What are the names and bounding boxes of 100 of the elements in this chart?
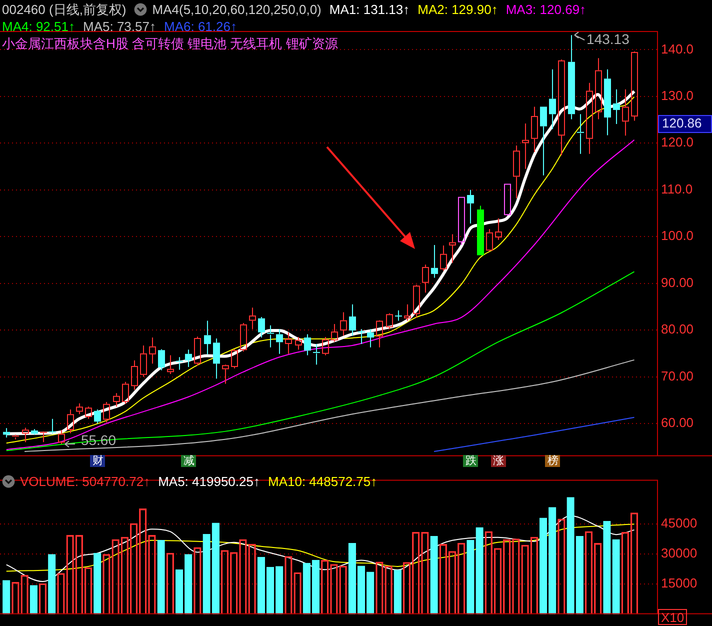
candlestick — [258, 316, 265, 338]
candlestick — [467, 189, 474, 224]
line-series — [24, 359, 635, 452]
bar — [48, 554, 56, 614]
candlestick — [122, 381, 129, 404]
bar — [603, 520, 611, 614]
bar — [2, 580, 10, 614]
candlestick — [204, 320, 211, 355]
candlestick — [213, 338, 220, 380]
line-series — [6, 271, 635, 452]
bar — [30, 585, 38, 614]
candlestick — [85, 406, 92, 420]
candlestick — [94, 408, 101, 424]
candlestick — [140, 344, 147, 378]
bar — [394, 570, 402, 614]
candlestick — [495, 218, 502, 240]
bar — [276, 566, 284, 614]
bar — [576, 536, 584, 614]
bar — [466, 540, 474, 614]
y-tick-label: 60.00 — [661, 415, 694, 430]
candlestick — [622, 88, 629, 136]
candlestick — [613, 88, 620, 124]
candlestick — [304, 334, 311, 356]
candlestick — [586, 82, 593, 154]
candlestick — [349, 304, 356, 336]
candlestick — [194, 336, 201, 366]
bar — [94, 552, 102, 614]
candlestick — [103, 402, 110, 424]
candlestick — [458, 196, 465, 246]
candlestick — [322, 336, 329, 356]
annotation: 涨 — [490, 455, 506, 467]
bar — [566, 497, 574, 614]
candlestick — [568, 34, 575, 120]
candlestick — [185, 349, 192, 368]
candlestick — [113, 392, 120, 408]
candlestick — [358, 328, 366, 345]
bar — [348, 543, 356, 614]
candlestick — [40, 430, 48, 443]
y-tick-label: 45000 — [661, 516, 698, 531]
bar — [184, 554, 192, 614]
bar — [175, 569, 184, 614]
bar — [202, 534, 210, 614]
candlestick — [604, 68, 611, 136]
y-tick-label: 140.0 — [661, 41, 694, 56]
candlestick — [131, 360, 138, 390]
candlestick — [295, 336, 302, 350]
y-tick-label: 80.00 — [661, 322, 694, 337]
candlestick — [240, 322, 247, 352]
y-tick-label: 100.0 — [661, 228, 694, 244]
y-tick-label: 110.0 — [661, 181, 693, 196]
candlestick — [3, 428, 10, 438]
candlestick — [276, 328, 283, 354]
y-tick-label: 15000 — [661, 576, 698, 591]
candlestick — [331, 323, 338, 342]
candlestick — [76, 402, 83, 415]
annotation: 榜 — [545, 455, 560, 467]
bar — [539, 518, 548, 614]
candlestick — [477, 205, 484, 256]
bar — [430, 536, 438, 614]
candlestick — [158, 348, 165, 371]
candlestick — [249, 307, 256, 330]
bar — [366, 572, 374, 614]
bar — [357, 566, 366, 614]
candlestick — [149, 337, 156, 364]
candlestick — [48, 418, 56, 434]
candlestick — [540, 106, 547, 176]
text: MA2: 129.90↑ — [418, 2, 498, 17]
annotation: 跌 — [463, 455, 478, 467]
chart-subtitle: MA4(5,10,20,60,120,250,0,0) — [152, 2, 322, 17]
bar — [612, 539, 620, 614]
candlestick — [558, 59, 565, 156]
bar — [212, 522, 220, 614]
candlestick — [513, 144, 520, 199]
candlestick — [176, 356, 184, 370]
annotation: 财 — [90, 455, 106, 467]
candlestick — [504, 184, 511, 217]
candlestick — [167, 354, 174, 374]
chart-title: 002460 (日线,前复权) — [2, 2, 126, 17]
candlestick — [549, 68, 556, 130]
candlestick — [376, 320, 383, 348]
text: MA3: 120.69↑ — [506, 2, 586, 17]
text: MA4: 92.51↑ — [2, 19, 75, 34]
bar — [257, 556, 265, 614]
candlestick — [576, 114, 584, 154]
text: 120.86 — [662, 116, 702, 131]
candlestick — [422, 264, 429, 294]
candlestick — [22, 427, 29, 443]
candlestick — [340, 312, 347, 336]
candlestick — [431, 244, 438, 278]
candlestick — [595, 58, 602, 120]
bar — [266, 566, 274, 614]
candlestick — [312, 344, 320, 366]
candlestick — [449, 234, 456, 264]
y-tick-label: 130.0 — [661, 88, 694, 103]
candlestick — [440, 244, 447, 272]
text: MA1: 131.13↑ — [329, 2, 410, 17]
y-tick-label: 120.0 — [661, 134, 694, 150]
candlestick — [522, 123, 529, 170]
candlestick — [231, 348, 238, 369]
bar — [548, 507, 556, 614]
